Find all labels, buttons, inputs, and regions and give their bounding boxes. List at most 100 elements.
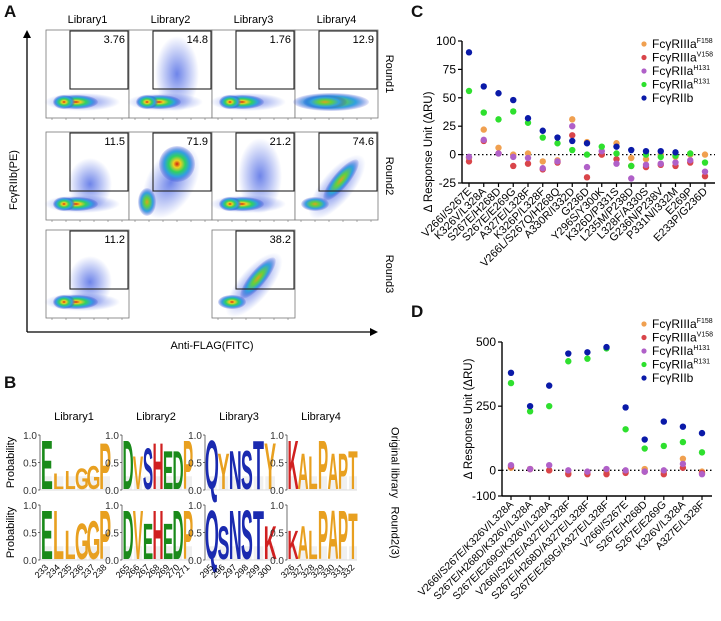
- data-point: [539, 158, 546, 165]
- flow-plot: 21.2: [210, 131, 296, 222]
- density-hotspot: [53, 95, 75, 109]
- data-point: [679, 460, 687, 468]
- legend-name: FcγRIIa: [652, 344, 694, 358]
- flow-plot: 3.76: [44, 29, 130, 120]
- panel-c-letter: C: [411, 2, 424, 21]
- legend-label: FcγRIIIaF158: [652, 317, 713, 331]
- panel-b-letter: B: [4, 373, 17, 392]
- data-point: [546, 462, 553, 469]
- density-hotspot: [136, 95, 158, 109]
- gate-box: [69, 30, 129, 90]
- gate-percentage: 1.76: [270, 34, 291, 46]
- y-tick-label: 0.5: [105, 529, 119, 540]
- gate-box: [152, 132, 212, 192]
- data-point: [701, 172, 709, 180]
- density-cloud: [238, 138, 282, 214]
- legend-label: FcγRIIaR131: [652, 358, 710, 372]
- data-point: [679, 438, 687, 446]
- logo-letter: T: [348, 501, 357, 574]
- data-point: [495, 144, 502, 151]
- column-label: Library1: [54, 411, 94, 423]
- data-point: [526, 465, 534, 473]
- data-point: [507, 462, 515, 469]
- gate-percentage: 38.2: [270, 234, 291, 246]
- logo-letter: T: [348, 439, 358, 502]
- legend-label: FcγRIIb: [652, 371, 694, 385]
- legend-marker: [641, 41, 647, 47]
- minor-residues: [88, 546, 99, 560]
- gate-percentage: 3.76: [104, 34, 125, 46]
- column-label: Library3: [234, 14, 274, 26]
- data-point: [603, 470, 610, 478]
- gate-box: [235, 230, 295, 290]
- legend-marker: [641, 54, 647, 61]
- data-point: [480, 136, 487, 144]
- data-point: [526, 408, 534, 415]
- density-hotspot: [219, 197, 241, 211]
- minor-residues: [218, 476, 229, 490]
- data-point: [569, 116, 576, 123]
- logo-letter: E: [41, 496, 53, 574]
- minor-residues: [144, 476, 152, 490]
- gate-percentage: 21.2: [270, 136, 291, 148]
- data-point: [701, 168, 709, 175]
- data-point: [569, 137, 576, 145]
- density-hotspot: [53, 295, 75, 309]
- minor-residues: [319, 476, 327, 490]
- row-label: Round1: [383, 55, 395, 94]
- row-label: Round3: [383, 255, 395, 294]
- logo-letter: S: [218, 515, 230, 569]
- y-tick-label: 0.5: [23, 459, 37, 470]
- logo-letter: T: [253, 426, 264, 504]
- minor-residues: [124, 546, 132, 560]
- legend-marker: [641, 361, 647, 368]
- gate-box: [235, 132, 295, 192]
- data-point: [480, 109, 487, 116]
- density-hotspot: [219, 95, 241, 109]
- gate-box: [152, 30, 212, 90]
- data-point: [524, 160, 532, 167]
- minor-residues: [42, 476, 52, 490]
- flow-plot: 11.5: [44, 131, 130, 222]
- column-label: Library4: [301, 411, 341, 423]
- row-label: Original library: [389, 427, 401, 498]
- y-tick-label: 0.5: [188, 459, 202, 470]
- minor-residues: [134, 476, 142, 490]
- minor-residues: [265, 476, 275, 490]
- data-point: [507, 369, 515, 376]
- minor-residues: [53, 476, 64, 490]
- legend-name: FcγRIIa: [652, 358, 694, 372]
- data-point: [628, 175, 635, 182]
- data-point: [687, 150, 694, 157]
- sequence-logo: 1.0 0.5 0.0 E L L GGP: [23, 426, 111, 504]
- legend-marker: [641, 375, 647, 381]
- data-point: [569, 123, 576, 130]
- legend-superscript: H131: [693, 345, 710, 352]
- legend-name: FcγRIIIa: [652, 51, 697, 65]
- data-point: [565, 467, 572, 474]
- data-point: [698, 449, 706, 456]
- y-tick-label: 0.5: [188, 529, 202, 540]
- logo-letter: A: [297, 516, 308, 570]
- minor-residues: [164, 546, 172, 560]
- data-point: [642, 161, 650, 169]
- y-tick-label: 1.0: [188, 431, 202, 442]
- row-label: Round2(3): [389, 507, 401, 559]
- legend-superscript: H131: [693, 65, 710, 72]
- density-core: [323, 159, 359, 201]
- logo-letter: T: [253, 496, 264, 574]
- data-point: [546, 402, 553, 410]
- data-point: [465, 158, 473, 165]
- sequence-logo: 1.00.50.0 D V S H E D P: [105, 425, 193, 504]
- data-point: [628, 154, 635, 162]
- logo-letter: H: [152, 431, 163, 504]
- minor-residues: [329, 476, 337, 490]
- logo-letter: G: [75, 514, 89, 571]
- y-tick-label: 1.0: [188, 501, 202, 512]
- minor-residues: [230, 476, 240, 490]
- logo-letter: D: [122, 425, 133, 504]
- data-point: [598, 147, 605, 155]
